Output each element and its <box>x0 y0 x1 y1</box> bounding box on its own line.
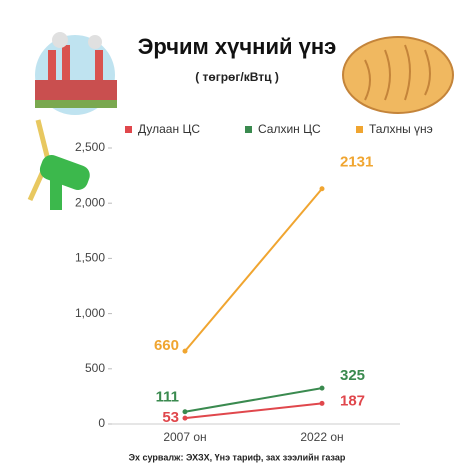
point <box>319 186 325 192</box>
value-label: 2131 <box>340 154 373 171</box>
source-note: Эх сурвалж: ЭХЗХ, Үнэ тариф, зах зээлийн… <box>129 452 346 462</box>
chart-title: Эрчим хүчний үнэ <box>138 34 337 59</box>
y-tick-label: 2,500 <box>75 140 105 154</box>
y-tick-label: 2,000 <box>75 195 105 209</box>
point <box>319 385 325 391</box>
bread-illustration <box>342 36 454 114</box>
y-tick-label: 500 <box>85 361 105 375</box>
chart-subtitle: ( төгрөг/кВтц ) <box>195 70 279 84</box>
legend-label: Салхин ЦС <box>258 122 321 136</box>
value-label: 53 <box>162 409 179 426</box>
line <box>184 188 323 352</box>
line <box>184 387 323 413</box>
y-tick-label: 1,000 <box>75 306 105 320</box>
y-tick-label: 0 <box>98 416 105 430</box>
factory-illustration <box>35 32 117 115</box>
line <box>184 402 323 420</box>
value-label: 325 <box>340 367 365 384</box>
legend-swatch <box>245 126 252 133</box>
wind-illustration <box>27 119 90 210</box>
value-label: 187 <box>340 392 365 409</box>
value-label: 660 <box>154 337 179 354</box>
legend-swatch <box>125 126 132 133</box>
value-label: 111 <box>156 389 179 406</box>
point <box>182 415 188 421</box>
legend-swatch <box>356 126 363 133</box>
y-tick-label: 1,500 <box>75 251 105 265</box>
legend-label: Дулаан ЦС <box>138 122 200 136</box>
point <box>182 409 188 415</box>
legend-label: Талхны үнэ <box>369 122 433 136</box>
x-tick-label: 2007 он <box>163 430 206 444</box>
x-tick-label: 2022 он <box>300 430 343 444</box>
point <box>319 400 325 406</box>
point <box>182 348 188 354</box>
